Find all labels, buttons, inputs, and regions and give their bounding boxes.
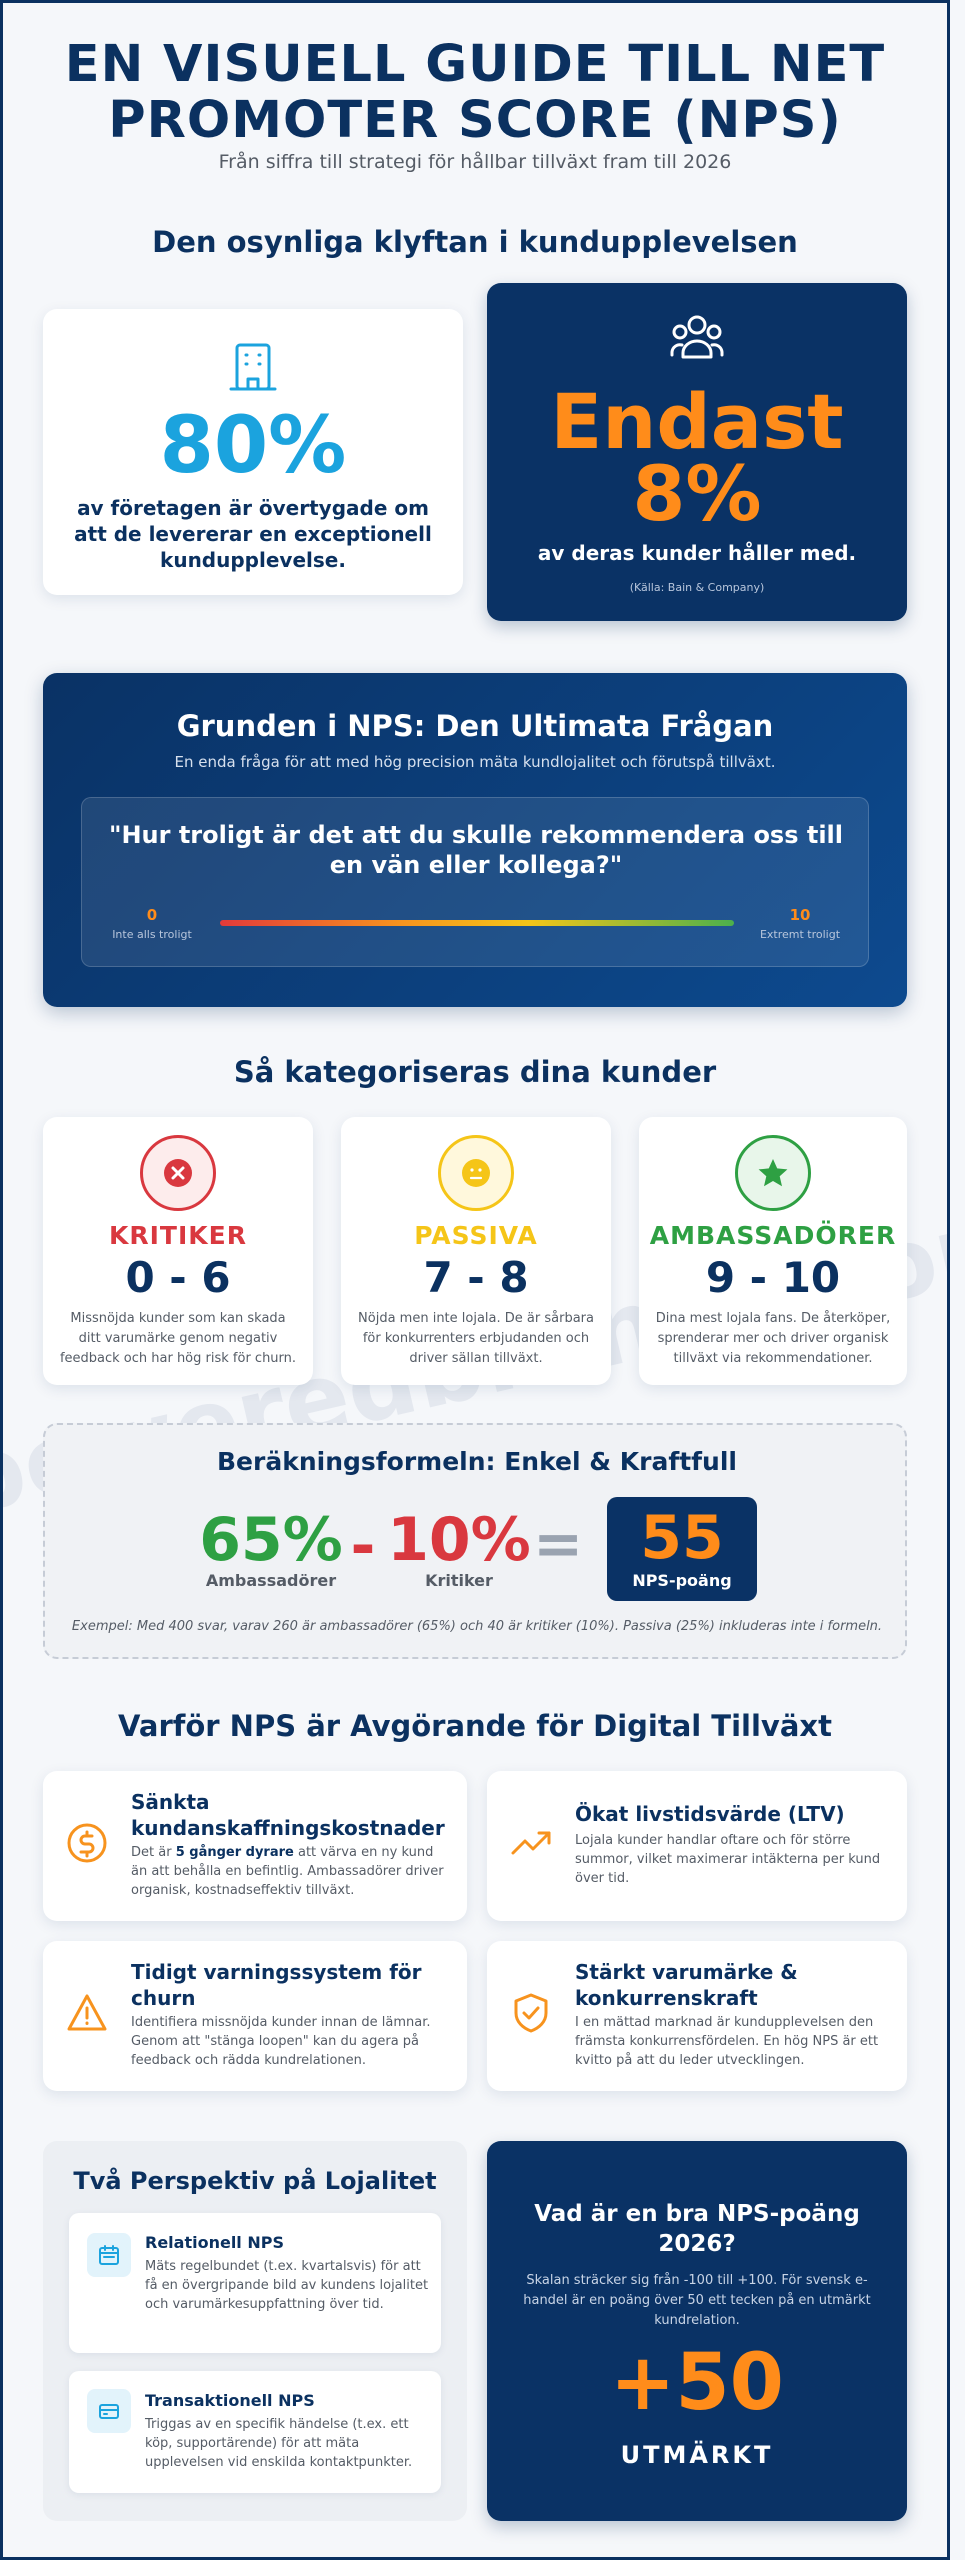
formula-minus: - (350, 1511, 376, 1581)
category-name: PASSIVA (414, 1221, 538, 1250)
gap-left-text: av företagen är övertygade om att de lev… (74, 496, 432, 572)
calendar-icon (87, 2233, 131, 2277)
question-quote: "Hur troligt är det att du skulle rekomm… (108, 821, 844, 879)
category-name: AMBASSADÖRER (649, 1221, 897, 1250)
perspective-card-transactional: Transaktionell NPS Triggas av en specifi… (69, 2371, 441, 2493)
why-card-text-bold: 5 gånger dyrare (175, 1845, 294, 1860)
perspectives-title: Två Perspektiv på Lojalitet (73, 2167, 437, 2195)
why-card-ltv: Ökat livstidsvärde (LTV) Lojala kunder h… (487, 1771, 907, 1921)
gap-right-text: av deras kunder håller med. (537, 541, 857, 565)
category-card-detractors: KRITIKER 0 - 6 Missnöjda kunder som kan … (43, 1117, 313, 1385)
formula-example: Exempel: Med 400 svar, varav 260 är amba… (71, 1619, 883, 1634)
why-card-title: Stärkt varumärke & konkurrenskraft (575, 1960, 798, 2010)
why-card-text: Lojala kunder handlar oftare och för stö… (575, 1833, 881, 1886)
page-subtitle: Från siffra till strategi för hållbar ti… (218, 151, 732, 173)
formula-detractors-value: 10% (387, 1505, 531, 1575)
formula-equals: = (533, 1509, 584, 1579)
category-desc: Missnöjda kunder som kan skada ditt varu… (59, 1311, 297, 1366)
why-card-title: Ökat livstidsvärde (LTV) (575, 1802, 845, 1826)
warning-icon (65, 1991, 109, 2035)
page-title-line2: PROMOTER SCORE (NPS) (108, 91, 842, 150)
formula-result-value: 55 (640, 1503, 724, 1573)
gap-right-source: (Källa: Bain & Company) (629, 581, 765, 594)
formula-title: Beräkningsformeln: Enkel & Kraftfull (216, 1447, 737, 1476)
perspective-card-relational: Relationell NPS Mäts regelbundet (t.ex. … (69, 2213, 441, 2353)
category-card-passives: PASSIVA 7 - 8 Nöjda men inte lojala. De … (341, 1117, 611, 1385)
category-range: 9 - 10 (705, 1253, 841, 1302)
category-card-promoters: AMBASSADÖRER 9 - 10 Dina mest lojala fan… (639, 1117, 907, 1385)
neutral-face-icon (438, 1135, 514, 1211)
users-icon (669, 313, 725, 363)
why-card-churn: Tidigt varningssystem för churn Identifi… (43, 1941, 467, 2091)
gap-right-value-line2: 8% (632, 449, 762, 538)
shield-check-icon (509, 1991, 553, 2035)
category-range: 0 - 6 (125, 1253, 231, 1302)
gap-left-value: 80% (159, 401, 347, 491)
perspective-text: Mäts regelbundet (t.ex. kvartalsvis) för… (145, 2259, 429, 2312)
why-card-brand: Stärkt varumärke & konkurrenskraft I en … (487, 1941, 907, 2091)
benchmark-label: UTMÄRKT (620, 2441, 774, 2469)
scale-min-value: 0 (146, 906, 158, 924)
question-subtitle: En enda fråga för att med hög precision … (174, 753, 776, 771)
formula-detractors-label: Kritiker (425, 1571, 493, 1590)
gap-right-value-line1: Endast (550, 377, 844, 466)
perspectives-box: Två Perspektiv på Lojalitet Relationell … (43, 2141, 467, 2521)
building-icon (225, 339, 281, 395)
why-section-title: Varför NPS är Avgörande för Digital Till… (118, 1709, 832, 1743)
why-card-title: Tidigt varningssystem för churn (131, 1960, 422, 2010)
page-title: EN VISUELL GUIDE TILL NET PROMOTER SCORE… (3, 37, 947, 149)
ultimate-question-banner: Grunden i NPS: Den Ultimata Frågan En en… (43, 673, 907, 1007)
benchmark-text: Skalan sträcker sig från -100 till +100.… (523, 2273, 871, 2328)
trend-up-icon (509, 1821, 553, 1865)
dollar-icon (65, 1821, 109, 1865)
formula-box: Beräkningsformeln: Enkel & Kraftfull 65%… (43, 1423, 907, 1659)
why-card-text-pre: Det är (131, 1845, 176, 1860)
why-card-text: Identifiera missnöjda kunder innan de lä… (131, 2015, 431, 2068)
benchmark-card: Vad är en bra NPS-poäng 2026? Skalan str… (487, 2141, 907, 2521)
category-name: KRITIKER (109, 1221, 247, 1250)
star-icon (735, 1135, 811, 1211)
formula-promoters-value: 65% (199, 1505, 343, 1575)
why-card-text: I en mättad marknad är kundupplevelsen d… (575, 2015, 879, 2068)
scale-gradient-bar (220, 920, 734, 926)
why-card-title: Sänkta kundanskaffningskostnader (131, 1790, 445, 1840)
category-range: 7 - 8 (423, 1253, 529, 1302)
x-icon (140, 1135, 216, 1211)
why-card-text-post: att värva en ny kund än att behålla en b… (131, 1845, 444, 1898)
scale-max-label: Extremt troligt (759, 928, 841, 941)
formula-promoters-label: Ambassadörer (205, 1571, 337, 1590)
scale-max-value: 10 (789, 906, 811, 924)
perspective-title: Transaktionell NPS (145, 2391, 315, 2410)
scale-min-label: Inte alls troligt (112, 928, 192, 941)
formula-result-label: NPS-poäng (632, 1571, 732, 1590)
card-icon (87, 2389, 131, 2433)
perspective-text: Triggas av en specifik händelse (t.ex. e… (145, 2417, 413, 2470)
question-title: Grunden i NPS: Den Ultimata Frågan (176, 709, 774, 743)
perspective-title: Relationell NPS (145, 2233, 284, 2252)
categories-section-title: Så kategoriseras dina kunder (233, 1055, 717, 1089)
benchmark-title: Vad är en bra NPS-poäng 2026? (534, 2201, 860, 2257)
gap-left-card: 80% av företagen är övertygade om att de… (43, 309, 463, 595)
question-box: "Hur troligt är det att du skulle rekomm… (81, 797, 869, 967)
category-desc: Nöjda men inte lojala. De är sårbara för… (358, 1311, 594, 1366)
benchmark-value: +50 (610, 2338, 784, 2428)
category-desc: Dina mest lojala fans. De återköper, spr… (655, 1311, 891, 1366)
formula-result-box: 55 NPS-poäng (607, 1497, 757, 1601)
page-title-line1: EN VISUELL GUIDE TILL NET (64, 35, 886, 94)
gap-right-card: Endast 8% av deras kunder håller med. (K… (487, 283, 907, 621)
why-card-cac: Sänkta kundanskaffningskostnader Det är … (43, 1771, 467, 1921)
gap-section-title: Den osynliga klyftan i kundupplevelsen (152, 225, 798, 259)
why-card-text: Det är 5 gånger dyrare att värva en ny k… (131, 1843, 451, 1900)
